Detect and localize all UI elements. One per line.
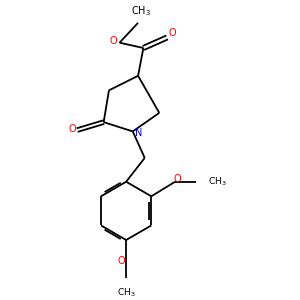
Text: N: N bbox=[135, 128, 142, 138]
Text: O: O bbox=[168, 28, 176, 38]
Text: O: O bbox=[118, 256, 125, 266]
Text: O: O bbox=[69, 124, 76, 134]
Text: CH$_3$: CH$_3$ bbox=[131, 4, 151, 17]
Text: O: O bbox=[173, 174, 181, 184]
Text: CH$_3$: CH$_3$ bbox=[208, 176, 227, 188]
Text: CH$_3$: CH$_3$ bbox=[117, 286, 136, 299]
Text: O: O bbox=[110, 36, 118, 46]
